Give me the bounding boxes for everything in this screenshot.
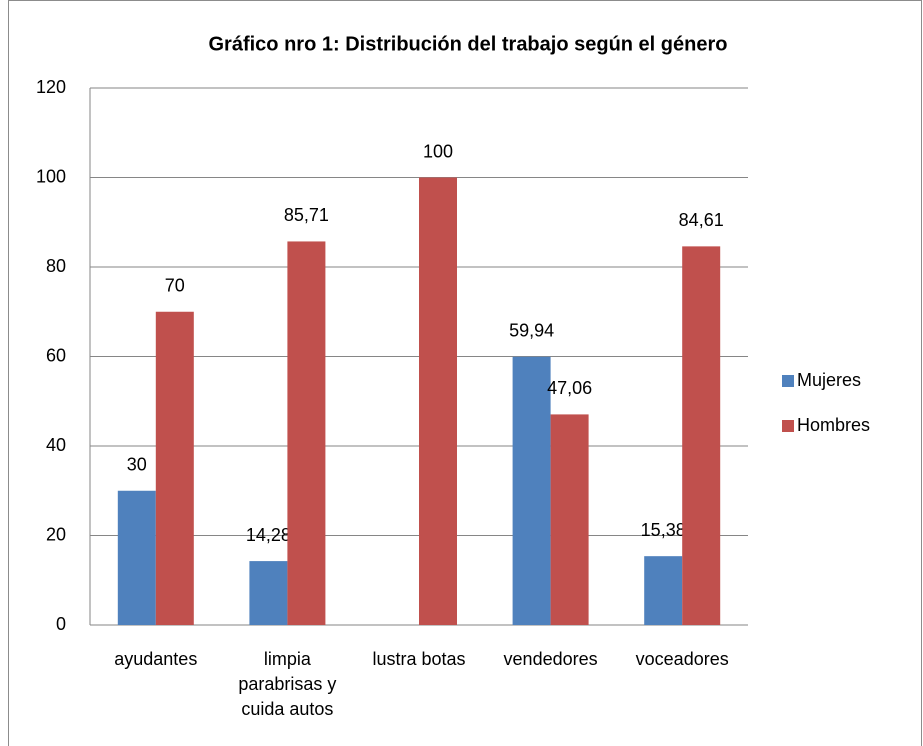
bar — [155, 311, 194, 625]
x-tick-label: limpia parabrisas y cuida autos — [238, 649, 336, 719]
bar — [512, 356, 551, 625]
data-label: 100 — [423, 141, 453, 161]
y-tick-label: 80 — [46, 256, 66, 276]
y-tick-label: 120 — [36, 77, 66, 97]
legend-label: Mujeres — [797, 370, 861, 390]
bar — [287, 241, 326, 625]
x-tick-label: ayudantes — [114, 649, 197, 669]
x-tick-label: voceadores — [636, 649, 729, 669]
data-label: 30 — [127, 455, 147, 475]
y-tick-label: 60 — [46, 345, 66, 365]
data-label: 15,38 — [641, 520, 686, 540]
bar — [550, 414, 589, 625]
bar — [249, 561, 288, 625]
data-label: 70 — [165, 276, 185, 296]
legend-label: Hombres — [797, 415, 870, 435]
y-tick-label: 0 — [56, 614, 66, 634]
x-tick-label: lustra botas — [372, 649, 465, 669]
legend-swatch — [782, 375, 794, 387]
y-tick-label: 20 — [46, 524, 66, 544]
chart-title: Gráfico nro 1: Distribución del trabajo … — [209, 33, 728, 55]
x-tick-label: vendedores — [504, 649, 598, 669]
data-label: 47,06 — [547, 378, 592, 398]
data-label: 85,71 — [284, 205, 329, 225]
y-tick-label: 40 — [46, 435, 66, 455]
bar — [419, 177, 457, 625]
bar — [682, 246, 721, 626]
legend-swatch — [782, 420, 794, 432]
chart-frame — [8, 0, 922, 746]
bar — [644, 556, 683, 625]
data-label: 59,94 — [509, 321, 554, 341]
y-tick-label: 100 — [36, 166, 66, 186]
bar — [117, 490, 156, 625]
data-label: 84,61 — [679, 210, 724, 230]
data-label: 14,28 — [246, 525, 291, 545]
